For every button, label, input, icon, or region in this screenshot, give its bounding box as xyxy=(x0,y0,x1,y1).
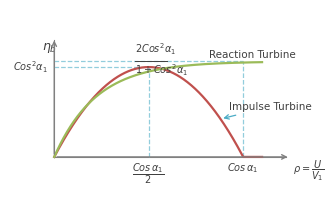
Text: $2Cos^2\alpha_1$: $2Cos^2\alpha_1$ xyxy=(135,41,176,57)
Text: $\dfrac{Cos\,\alpha_1}{2}$: $\dfrac{Cos\,\alpha_1}{2}$ xyxy=(132,161,165,186)
Text: Impulse Turbine: Impulse Turbine xyxy=(224,102,311,119)
Text: $Cos^2\alpha_1$: $Cos^2\alpha_1$ xyxy=(13,59,48,75)
Text: Reaction Turbine: Reaction Turbine xyxy=(209,50,296,60)
Text: $1+Cos^2\alpha_1$: $1+Cos^2\alpha_1$ xyxy=(135,62,188,78)
Text: $Cos\,\alpha_1$: $Cos\,\alpha_1$ xyxy=(227,161,259,175)
Text: $\eta_b$: $\eta_b$ xyxy=(42,41,57,55)
Text: $\rho = \dfrac{U}{V_1}$: $\rho = \dfrac{U}{V_1}$ xyxy=(293,158,324,183)
